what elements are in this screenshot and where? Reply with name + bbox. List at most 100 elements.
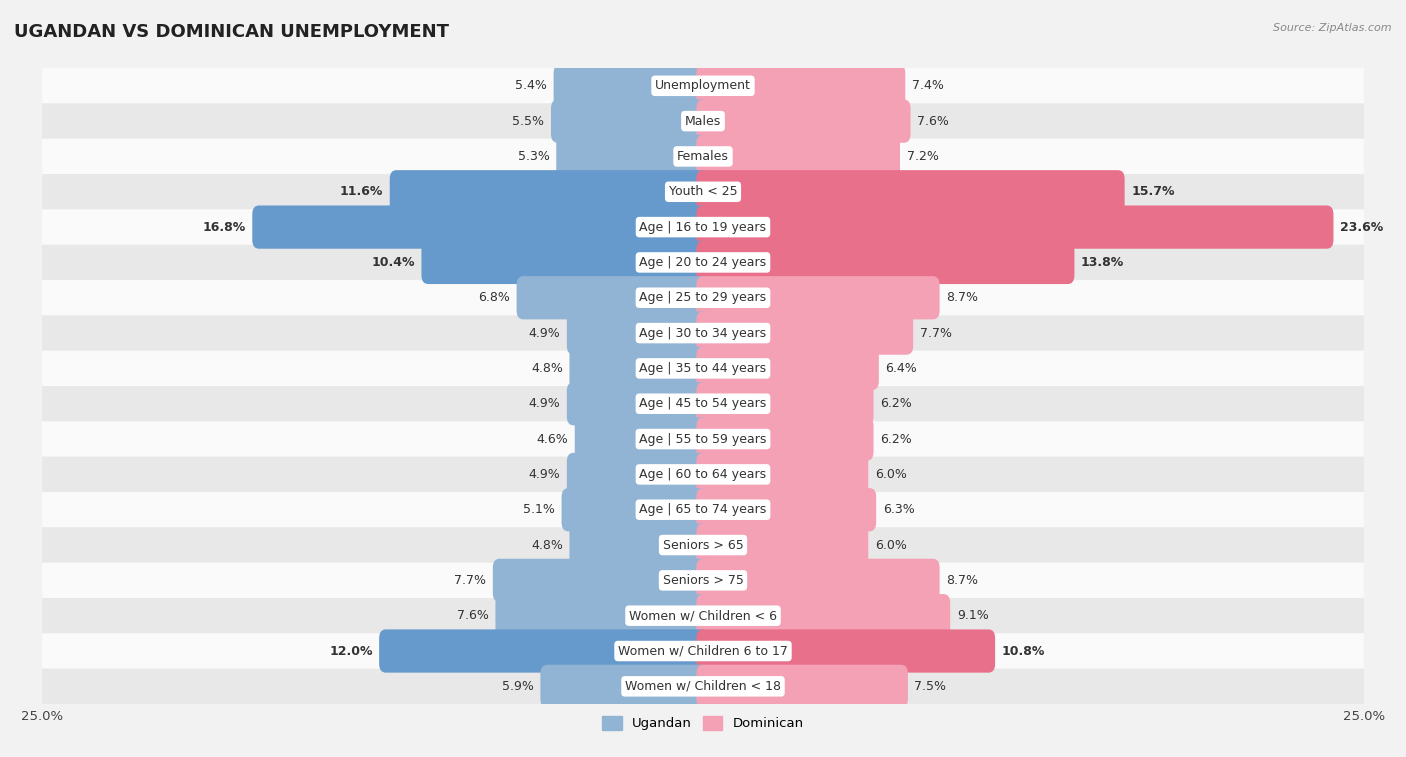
Text: 4.9%: 4.9%: [529, 326, 560, 340]
Text: 6.2%: 6.2%: [880, 397, 912, 410]
FancyBboxPatch shape: [696, 382, 873, 425]
Text: Age | 25 to 29 years: Age | 25 to 29 years: [640, 291, 766, 304]
Text: Age | 65 to 74 years: Age | 65 to 74 years: [640, 503, 766, 516]
Text: Age | 30 to 34 years: Age | 30 to 34 years: [640, 326, 766, 340]
Text: Males: Males: [685, 114, 721, 128]
Text: Seniors > 65: Seniors > 65: [662, 538, 744, 552]
Text: 16.8%: 16.8%: [202, 220, 246, 234]
FancyBboxPatch shape: [42, 139, 1364, 174]
Text: 8.7%: 8.7%: [946, 291, 979, 304]
Text: UGANDAN VS DOMINICAN UNEMPLOYMENT: UGANDAN VS DOMINICAN UNEMPLOYMENT: [14, 23, 449, 41]
FancyBboxPatch shape: [42, 386, 1364, 422]
FancyBboxPatch shape: [42, 456, 1364, 492]
FancyBboxPatch shape: [696, 135, 900, 178]
Text: 13.8%: 13.8%: [1081, 256, 1125, 269]
FancyBboxPatch shape: [696, 417, 873, 461]
FancyBboxPatch shape: [696, 99, 911, 143]
FancyBboxPatch shape: [696, 64, 905, 107]
FancyBboxPatch shape: [696, 523, 869, 567]
FancyBboxPatch shape: [696, 170, 1125, 213]
Text: 5.9%: 5.9%: [502, 680, 534, 693]
Text: 6.0%: 6.0%: [875, 538, 907, 552]
FancyBboxPatch shape: [42, 422, 1364, 456]
Text: 8.7%: 8.7%: [946, 574, 979, 587]
FancyBboxPatch shape: [422, 241, 710, 284]
Text: 7.7%: 7.7%: [920, 326, 952, 340]
FancyBboxPatch shape: [42, 68, 1364, 104]
FancyBboxPatch shape: [696, 559, 939, 602]
FancyBboxPatch shape: [696, 205, 1333, 249]
FancyBboxPatch shape: [569, 523, 710, 567]
Text: 10.4%: 10.4%: [371, 256, 415, 269]
FancyBboxPatch shape: [42, 634, 1364, 668]
Text: 7.7%: 7.7%: [454, 574, 486, 587]
FancyBboxPatch shape: [380, 629, 710, 673]
Text: Females: Females: [678, 150, 728, 163]
Text: Women w/ Children < 18: Women w/ Children < 18: [626, 680, 780, 693]
FancyBboxPatch shape: [569, 347, 710, 390]
Text: 5.3%: 5.3%: [517, 150, 550, 163]
FancyBboxPatch shape: [567, 311, 710, 355]
Text: Youth < 25: Youth < 25: [669, 185, 737, 198]
FancyBboxPatch shape: [42, 492, 1364, 528]
Text: 7.6%: 7.6%: [917, 114, 949, 128]
FancyBboxPatch shape: [495, 594, 710, 637]
FancyBboxPatch shape: [42, 245, 1364, 280]
FancyBboxPatch shape: [516, 276, 710, 319]
Text: Women w/ Children < 6: Women w/ Children < 6: [628, 609, 778, 622]
FancyBboxPatch shape: [42, 174, 1364, 210]
Text: 23.6%: 23.6%: [1340, 220, 1384, 234]
Text: 4.6%: 4.6%: [537, 432, 568, 446]
Text: 6.4%: 6.4%: [886, 362, 917, 375]
FancyBboxPatch shape: [42, 104, 1364, 139]
FancyBboxPatch shape: [567, 382, 710, 425]
FancyBboxPatch shape: [696, 311, 912, 355]
FancyBboxPatch shape: [494, 559, 710, 602]
Text: 4.9%: 4.9%: [529, 397, 560, 410]
Text: 6.3%: 6.3%: [883, 503, 914, 516]
Text: Age | 35 to 44 years: Age | 35 to 44 years: [640, 362, 766, 375]
FancyBboxPatch shape: [42, 316, 1364, 350]
Text: 7.5%: 7.5%: [914, 680, 946, 693]
Text: Unemployment: Unemployment: [655, 79, 751, 92]
Text: Age | 60 to 64 years: Age | 60 to 64 years: [640, 468, 766, 481]
Text: Source: ZipAtlas.com: Source: ZipAtlas.com: [1274, 23, 1392, 33]
Text: 4.8%: 4.8%: [531, 538, 562, 552]
FancyBboxPatch shape: [696, 276, 939, 319]
FancyBboxPatch shape: [389, 170, 710, 213]
FancyBboxPatch shape: [575, 417, 710, 461]
Text: 6.8%: 6.8%: [478, 291, 510, 304]
FancyBboxPatch shape: [696, 629, 995, 673]
Text: Age | 20 to 24 years: Age | 20 to 24 years: [640, 256, 766, 269]
Text: 6.2%: 6.2%: [880, 432, 912, 446]
Text: 9.1%: 9.1%: [956, 609, 988, 622]
FancyBboxPatch shape: [540, 665, 710, 708]
FancyBboxPatch shape: [696, 665, 908, 708]
Text: Age | 55 to 59 years: Age | 55 to 59 years: [640, 432, 766, 446]
Text: 12.0%: 12.0%: [329, 644, 373, 658]
Text: 10.8%: 10.8%: [1001, 644, 1045, 658]
Text: 7.4%: 7.4%: [912, 79, 943, 92]
Text: 4.8%: 4.8%: [531, 362, 562, 375]
Text: Age | 45 to 54 years: Age | 45 to 54 years: [640, 397, 766, 410]
Text: Age | 16 to 19 years: Age | 16 to 19 years: [640, 220, 766, 234]
Text: Women w/ Children 6 to 17: Women w/ Children 6 to 17: [619, 644, 787, 658]
FancyBboxPatch shape: [696, 241, 1074, 284]
FancyBboxPatch shape: [561, 488, 710, 531]
FancyBboxPatch shape: [696, 347, 879, 390]
FancyBboxPatch shape: [42, 280, 1364, 316]
Text: Seniors > 75: Seniors > 75: [662, 574, 744, 587]
FancyBboxPatch shape: [551, 99, 710, 143]
Text: 5.4%: 5.4%: [515, 79, 547, 92]
Text: 11.6%: 11.6%: [340, 185, 384, 198]
Text: 4.9%: 4.9%: [529, 468, 560, 481]
Text: 5.5%: 5.5%: [512, 114, 544, 128]
FancyBboxPatch shape: [42, 350, 1364, 386]
Text: 6.0%: 6.0%: [875, 468, 907, 481]
FancyBboxPatch shape: [567, 453, 710, 496]
FancyBboxPatch shape: [42, 598, 1364, 634]
FancyBboxPatch shape: [554, 64, 710, 107]
FancyBboxPatch shape: [696, 594, 950, 637]
Text: 7.2%: 7.2%: [907, 150, 938, 163]
Text: 15.7%: 15.7%: [1132, 185, 1174, 198]
